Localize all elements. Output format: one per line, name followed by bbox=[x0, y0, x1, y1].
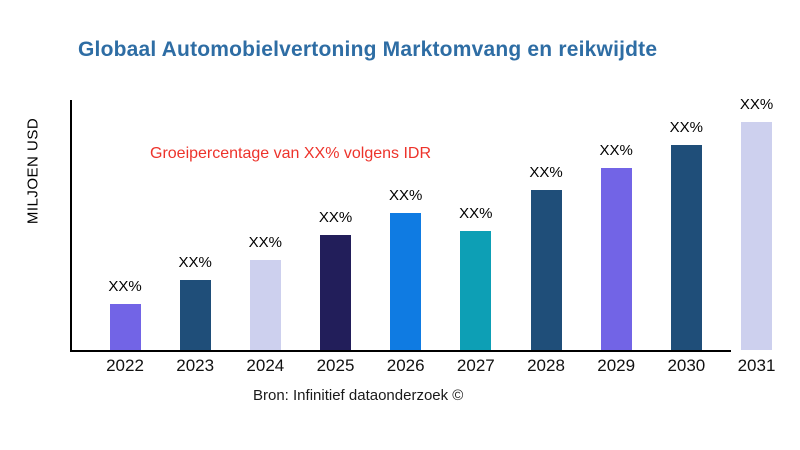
source-caption: Bron: Infinitief dataonderzoek © bbox=[253, 387, 464, 404]
x-tick-label-2023: 2023 bbox=[176, 356, 215, 375]
bar-2031 bbox=[741, 122, 773, 350]
bar-2022 bbox=[109, 304, 141, 350]
x-tick-label-2028: 2028 bbox=[527, 356, 565, 375]
bar-value-label-2031: XX% bbox=[739, 96, 774, 113]
bar-value-label-2024: XX% bbox=[248, 234, 282, 251]
x-axis-line bbox=[70, 350, 731, 352]
bar-value-label-2029: XX% bbox=[599, 142, 633, 159]
bar-value-label-2030: XX% bbox=[669, 119, 704, 136]
bar-2024 bbox=[249, 260, 281, 350]
bar-2028 bbox=[530, 190, 562, 350]
y-axis-label: MILJOEN USD bbox=[24, 117, 42, 225]
bar-value-label-2025: XX% bbox=[318, 209, 353, 226]
bar-value-label-2027: XX% bbox=[459, 205, 493, 222]
x-tick-label-2024: 2024 bbox=[246, 356, 285, 375]
x-tick-label-2025: 2025 bbox=[316, 356, 355, 375]
x-tick-label-2030: 2030 bbox=[667, 356, 706, 375]
bar-2023 bbox=[179, 280, 211, 350]
bar-2030 bbox=[670, 145, 702, 350]
bar-value-label-2026: XX% bbox=[388, 187, 423, 204]
bar-value-label-2023: XX% bbox=[178, 254, 212, 271]
growth-rate-annotation: Groeipercentage van XX% volgens IDR bbox=[150, 145, 432, 162]
bar-2025 bbox=[320, 235, 351, 350]
x-tick-label-2029: 2029 bbox=[597, 356, 636, 375]
bar-2029 bbox=[600, 168, 632, 350]
bar-2026 bbox=[390, 213, 422, 350]
chart-title: Globaal Automobielvertoning Marktomvang … bbox=[78, 38, 658, 61]
bar-2027 bbox=[460, 231, 492, 350]
x-tick-label-2027: 2027 bbox=[456, 356, 495, 375]
bar-value-label-2028: XX% bbox=[529, 164, 563, 181]
x-tick-label-2022: 2022 bbox=[106, 356, 144, 375]
x-tick-label-2026: 2026 bbox=[386, 356, 425, 375]
x-tick-label-2031: 2031 bbox=[737, 356, 776, 375]
y-axis-line bbox=[70, 100, 72, 352]
bar-value-label-2022: XX% bbox=[108, 278, 142, 295]
